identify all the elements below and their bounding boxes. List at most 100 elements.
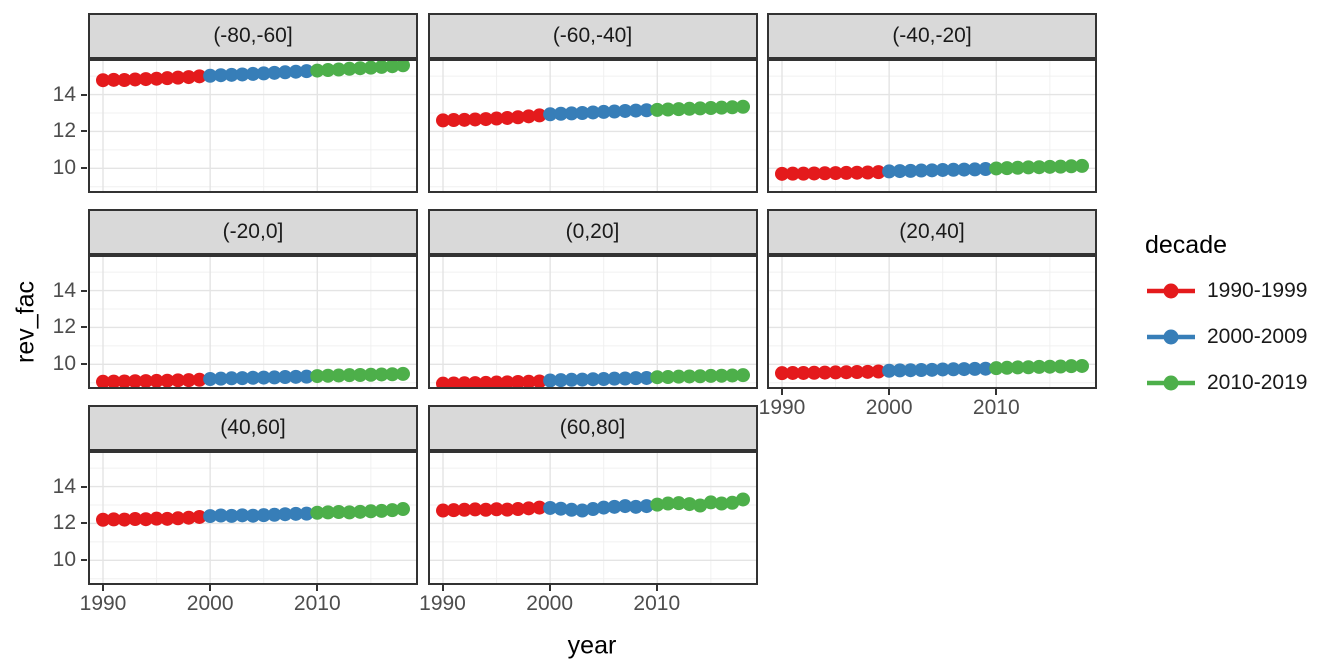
data-point: [596, 104, 611, 119]
data-point: [467, 502, 482, 517]
data-point: [385, 503, 400, 518]
data-point: [181, 510, 196, 525]
x-axis-title: year: [567, 631, 617, 660]
data-point: [671, 102, 686, 117]
data-point: [1053, 159, 1068, 174]
data-point: [363, 60, 378, 75]
data-point: [192, 372, 207, 387]
data-point: [596, 372, 611, 387]
data-point: [628, 103, 643, 118]
data-point: [256, 508, 271, 523]
data-point: [489, 375, 504, 389]
y-axis-tick-label: 14: [52, 82, 76, 106]
data-point: [192, 509, 207, 524]
data-point: [267, 65, 282, 80]
data-point: [278, 507, 293, 522]
data-point: [564, 372, 579, 387]
data-point: [203, 509, 218, 524]
panel-border: [88, 255, 418, 389]
y-axis-tick-label: 14: [52, 474, 76, 498]
data-point: [724, 368, 739, 383]
data-point: [138, 374, 153, 389]
data-point: [639, 103, 654, 118]
data-point: [564, 106, 579, 121]
x-axis-tick: [316, 585, 319, 591]
data-point: [839, 365, 854, 380]
data-point: [617, 371, 632, 386]
data-point: [989, 361, 1004, 376]
data-point: [628, 499, 643, 514]
data-point: [171, 70, 185, 85]
x-axis-tick: [655, 585, 658, 591]
data-point: [510, 502, 525, 517]
data-point: [775, 366, 789, 381]
data-point: [606, 104, 621, 119]
x-axis-tick-label: 1990: [419, 592, 466, 615]
data-point: [714, 496, 729, 511]
data-point: [1000, 360, 1014, 375]
data-point: [171, 511, 185, 526]
data-point: [639, 370, 654, 385]
data-point: [892, 363, 907, 378]
data-point: [860, 165, 875, 180]
data-point: [817, 166, 832, 181]
data-point: [117, 512, 132, 527]
data-point: [1010, 160, 1025, 175]
data-point: [521, 501, 536, 516]
data-point: [467, 112, 482, 127]
y-axis-tick: [81, 363, 87, 366]
data-point: [542, 500, 557, 515]
data-point: [521, 109, 536, 124]
facet-strip-label: (-20,0]: [88, 209, 418, 255]
data-point: [299, 506, 314, 521]
data-point: [246, 66, 260, 81]
data-point: [564, 502, 579, 517]
legend-title: decade: [1145, 231, 1228, 259]
data-point: [703, 101, 718, 116]
legend-item-label: 1990-1999: [1207, 279, 1308, 302]
data-point: [660, 102, 675, 117]
data-point: [671, 369, 686, 384]
data-point: [456, 376, 471, 389]
panel-border: [767, 59, 1097, 193]
panel-background: [427, 451, 758, 585]
data-point: [796, 365, 811, 380]
data-point: [606, 371, 621, 386]
data-point: [353, 367, 368, 382]
data-point: [860, 364, 875, 379]
data-point: [903, 163, 918, 178]
data-point: [374, 503, 389, 518]
data-point: [649, 370, 664, 385]
panel-border: [427, 255, 758, 389]
data-point: [903, 363, 918, 378]
facet-strip-label: (60,80]: [427, 405, 758, 451]
data-point: [192, 69, 207, 84]
x-axis-tick-label: 2010: [633, 592, 681, 615]
data-point: [871, 364, 886, 379]
data-point: [342, 61, 357, 76]
data-point: [925, 362, 939, 377]
data-point: [256, 370, 271, 385]
x-axis-tick-label: 2010: [293, 592, 341, 615]
data-point: [106, 374, 121, 389]
data-point: [735, 492, 750, 507]
data-point: [617, 103, 632, 118]
data-point: [574, 503, 589, 518]
y-axis-tick-label: 10: [52, 156, 76, 180]
panel-background: [427, 59, 758, 193]
data-point: [138, 72, 153, 87]
x-axis-tick: [781, 389, 783, 395]
data-point: [542, 373, 557, 388]
data-point: [1021, 360, 1036, 375]
x-axis-tick: [209, 585, 212, 591]
data-point: [96, 73, 110, 88]
data-point: [735, 368, 750, 383]
facet-strip-label: (-80,-60]: [88, 13, 418, 59]
y-axis-tick-label: 10: [52, 352, 76, 376]
legend-item-label: 2010-2019: [1207, 371, 1308, 394]
data-point: [671, 496, 686, 511]
data-point: [128, 512, 143, 527]
facet-panel: [88, 255, 418, 389]
data-point: [785, 365, 800, 380]
data-point: [203, 68, 218, 83]
